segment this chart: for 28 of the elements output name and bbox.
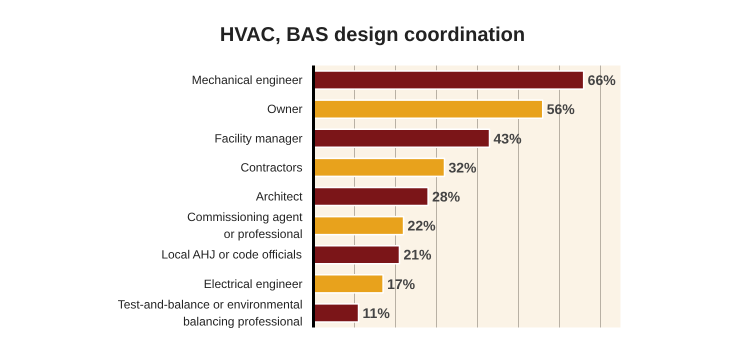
bar [314, 244, 400, 264]
bar [314, 216, 404, 236]
bar [314, 186, 429, 206]
y-tick-label: Mechanical engineer [192, 73, 303, 88]
y-tick-label: Commissioning agent or professional [187, 210, 304, 242]
data-label: 43% [494, 130, 522, 146]
data-label: 56% [546, 101, 576, 118]
data-label: 22% [408, 218, 436, 234]
y-tick-label: Contractors [240, 160, 303, 174]
bar [314, 158, 446, 178]
bar [314, 274, 384, 294]
data-label: 66% [588, 72, 616, 88]
bar [314, 128, 490, 148]
y-tick-label: Facility manager [214, 131, 303, 146]
bar [314, 70, 584, 90]
data-label: 28% [432, 188, 461, 204]
y-tick-label: Test-and-balance or environmental balancing professional [118, 298, 303, 328]
chart-title: HVAC, BAS design coordination [220, 23, 526, 48]
data-label: 17% [387, 276, 416, 292]
data-label: 11% [362, 304, 390, 321]
y-tick-label: Local AHJ or code officials [161, 248, 302, 262]
y-tick-label: Owner [267, 102, 303, 116]
data-label: 21% [403, 246, 432, 263]
bar [314, 303, 360, 323]
y-tick-label: Electrical engineer [204, 276, 303, 291]
bar [314, 99, 544, 119]
y-tick-label: Architect [256, 190, 304, 204]
data-label: 32% [448, 159, 478, 176]
